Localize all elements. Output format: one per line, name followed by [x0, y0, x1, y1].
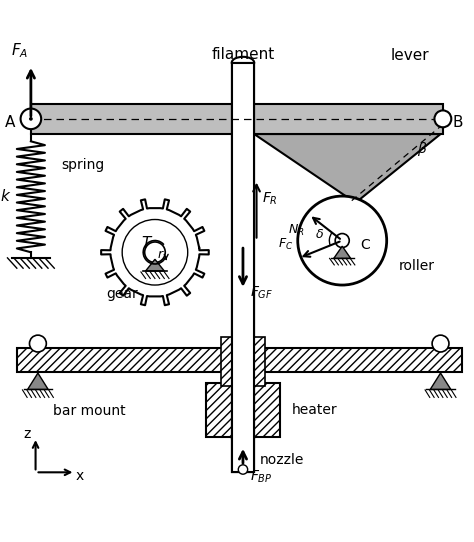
Text: spring: spring: [61, 158, 105, 172]
Circle shape: [298, 196, 387, 285]
Text: $N_R$: $N_R$: [288, 223, 304, 238]
Circle shape: [29, 117, 33, 121]
Text: lever: lever: [391, 48, 429, 63]
Ellipse shape: [232, 57, 254, 68]
Circle shape: [435, 111, 451, 127]
Text: x: x: [76, 469, 84, 483]
Polygon shape: [430, 373, 451, 390]
Polygon shape: [232, 437, 254, 468]
Text: roller: roller: [399, 259, 434, 273]
Text: filament: filament: [211, 47, 274, 62]
Text: heater: heater: [292, 403, 338, 417]
Bar: [232, 63, 254, 472]
Text: $F_A$: $F_A$: [11, 42, 28, 60]
Circle shape: [335, 234, 349, 248]
Text: $F_C$: $F_C$: [278, 237, 293, 253]
Text: k: k: [0, 189, 9, 204]
Text: C: C: [360, 238, 370, 252]
Polygon shape: [27, 373, 48, 390]
Text: bar mount: bar mount: [53, 404, 126, 418]
Circle shape: [20, 108, 41, 129]
Bar: [254, 337, 264, 386]
Circle shape: [29, 335, 46, 352]
Circle shape: [238, 465, 247, 474]
Polygon shape: [146, 259, 164, 271]
Text: r: r: [158, 248, 163, 261]
Bar: [17, 349, 462, 372]
Text: $\delta$: $\delta$: [315, 228, 324, 241]
Circle shape: [432, 335, 449, 352]
Bar: [232, 381, 254, 440]
Text: z: z: [23, 427, 31, 441]
Text: B: B: [453, 115, 463, 130]
Bar: [31, 104, 443, 134]
Text: nozzle: nozzle: [259, 453, 304, 467]
Polygon shape: [254, 134, 440, 203]
Circle shape: [145, 242, 165, 262]
Text: $F_{BP}$: $F_{BP}$: [250, 468, 273, 485]
Circle shape: [122, 220, 188, 285]
Text: gear: gear: [106, 287, 138, 301]
Text: A: A: [5, 115, 15, 130]
Text: $F_R$: $F_R$: [262, 190, 278, 207]
Text: T: T: [142, 236, 151, 251]
Bar: [232, 63, 254, 472]
Bar: [221, 337, 232, 386]
Polygon shape: [334, 246, 351, 259]
Bar: [227, 346, 259, 374]
Text: $F_{GF}$: $F_{GF}$: [250, 285, 273, 301]
Bar: [232, 63, 254, 472]
Text: $\beta$: $\beta$: [417, 140, 427, 158]
Bar: [206, 383, 281, 437]
